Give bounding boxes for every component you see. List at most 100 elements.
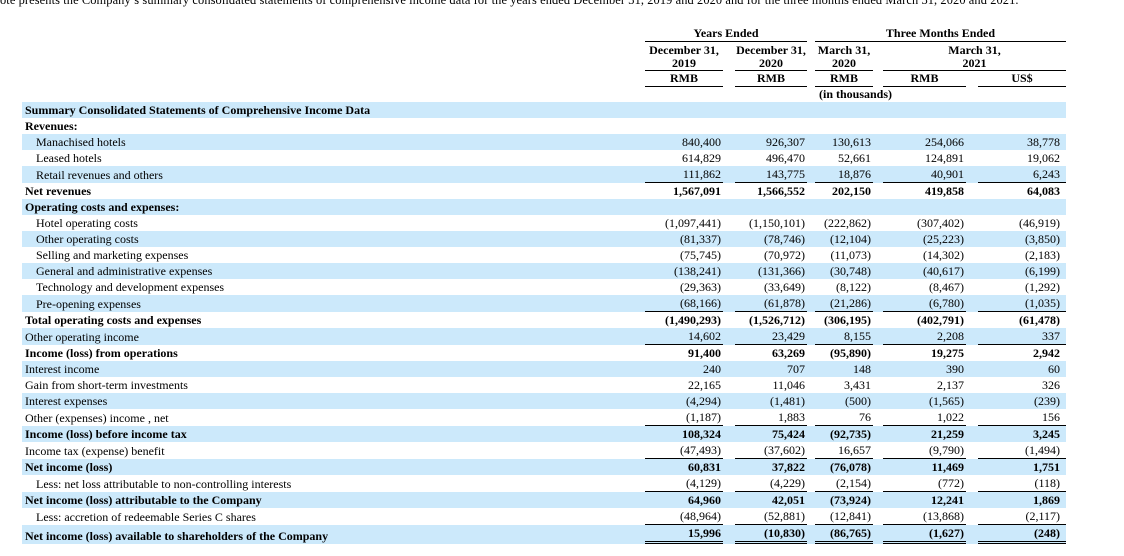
- cell-value: (239): [1034, 394, 1060, 408]
- table-row: Income (loss) before income tax 108,324 75…: [22, 426, 1066, 442]
- column-gutter: [873, 409, 883, 426]
- cell-value: (1,494): [978, 442, 1066, 459]
- date-line2: 2020: [759, 56, 783, 70]
- column-gutter: [966, 215, 978, 231]
- row-label: Leased hotels: [36, 151, 102, 165]
- cell-value: [645, 199, 723, 215]
- column-gutter: [723, 118, 735, 134]
- column-gutter: [966, 492, 978, 508]
- table-row: Operating costs and expenses:: [22, 199, 1066, 215]
- column-gutter: [873, 442, 883, 459]
- column-gutter: [873, 118, 883, 134]
- cell-value: (47,493): [645, 442, 723, 459]
- cell-value: 63,269: [772, 346, 805, 360]
- column-gutter: [723, 377, 735, 393]
- cell-value: (1,097,441): [665, 216, 721, 230]
- column-gutter: [723, 150, 735, 166]
- column-gutter: [807, 263, 815, 279]
- cell-value: 11,046: [772, 378, 805, 392]
- cell-value: (1,565): [929, 394, 964, 408]
- table-row: Less: accretion of redeemable Series C s…: [22, 508, 1066, 525]
- column-gutter: [807, 215, 815, 231]
- row-label: Other operating costs: [36, 232, 139, 246]
- cell-value: (29,363): [680, 280, 721, 294]
- column-gutter: [966, 71, 978, 87]
- table-row: Interest expenses (4,294) (1,481) (500) (1,5…: [22, 393, 1066, 409]
- table-row: Less: net loss attributable to non-contr…: [22, 475, 1066, 492]
- column-gutter: [966, 328, 978, 345]
- cell-value: (1,035): [978, 295, 1066, 312]
- header-note-row: (in thousands): [22, 87, 1066, 102]
- cell-value: (6,199): [1025, 264, 1060, 278]
- table-header: Years Ended Three Months Ended December …: [22, 24, 1066, 102]
- row-label: Other (expenses) income , net: [25, 411, 169, 425]
- cell-value: 3,245: [1033, 427, 1060, 441]
- column-gutter: [807, 24, 815, 42]
- column-gutter: [807, 492, 815, 508]
- cell-value: 60,831: [688, 460, 721, 474]
- cell-value: (48,964): [645, 508, 723, 525]
- cell-value: [735, 102, 807, 118]
- cell-value: (4,229): [735, 475, 807, 492]
- cell-value: (306,195): [824, 313, 871, 327]
- table-row: Pre-opening expenses (68,166) (61,878) (21,…: [22, 295, 1066, 312]
- header-empty-cell: [22, 42, 645, 71]
- cell-value: (73,924): [830, 493, 871, 507]
- table-row: Leased hotels 614,829 496,470 52,661 124,891…: [22, 150, 1066, 166]
- cell-value: 42,051: [772, 493, 805, 507]
- column-gutter: [966, 247, 978, 263]
- cell-value: 76: [815, 409, 873, 426]
- clipped-intro-line: ote presents the Company’s summary conso…: [0, 0, 1124, 7]
- column-gutter: [873, 263, 883, 279]
- column-gutter: [723, 393, 735, 409]
- table-row: Net income (loss) 60,831 37,822 (76,078) 11,…: [22, 459, 1066, 475]
- cell-value: 390: [946, 362, 964, 376]
- cell-value: 148: [853, 362, 871, 376]
- table-row: Net income (loss) attributable to the Co…: [22, 492, 1066, 508]
- cell-value: (1,490,293): [665, 313, 721, 327]
- column-gutter: [873, 134, 883, 150]
- column-gutter: [723, 247, 735, 263]
- column-gutter: [873, 166, 883, 183]
- row-label: Hotel operating costs: [36, 216, 138, 230]
- table-row: Interest income 240 707 148 390 60: [22, 361, 1066, 377]
- cell-value: 22,165: [688, 378, 721, 392]
- date-line2: 2019: [672, 56, 696, 70]
- cell-value: (1,526,712): [749, 313, 805, 327]
- cell-value: 707: [787, 362, 805, 376]
- row-label: Pre-opening expenses: [36, 297, 141, 311]
- row-label: Interest income: [25, 362, 100, 376]
- column-gutter: [807, 312, 815, 328]
- cell-value: (8,122): [836, 280, 871, 294]
- column-gutter: [873, 508, 883, 525]
- cell-value: 23,429: [735, 328, 807, 345]
- unit-usd: US$: [978, 71, 1066, 87]
- cell-value: (68,166): [645, 295, 723, 312]
- table-row: Other operating costs (81,337) (78,746) (12…: [22, 231, 1066, 247]
- cell-value: (95,890): [830, 346, 871, 360]
- cell-value: 3,431: [844, 378, 871, 392]
- cell-value: (307,402): [917, 216, 964, 230]
- table-row: Manachised hotels 840,400 926,307 130,613 25…: [22, 134, 1066, 150]
- column-gutter: [807, 71, 815, 87]
- cell-value: (70,972): [764, 248, 805, 262]
- column-gutter: [807, 393, 815, 409]
- column-gutter: [966, 475, 978, 492]
- column-gutter: [966, 183, 978, 199]
- cell-value: (12,841): [815, 508, 873, 525]
- column-gutter: [966, 279, 978, 295]
- cell-value: 38,778: [1027, 135, 1060, 149]
- column-gutter: [966, 393, 978, 409]
- cell-value: 1,751: [1033, 460, 1060, 474]
- column-gutter: [873, 377, 883, 393]
- cell-value: [978, 118, 1066, 134]
- column-gutter: [873, 361, 883, 377]
- column-gutter: [966, 102, 978, 118]
- cell-value: 111,862: [645, 166, 723, 183]
- column-gutter: [873, 426, 883, 442]
- cell-value: (21,286): [815, 295, 873, 312]
- unit-rmb-3: RMB: [815, 71, 873, 87]
- cell-value: 16,657: [815, 442, 873, 459]
- row-label: Operating costs and expenses:: [25, 200, 180, 214]
- column-gutter: [966, 263, 978, 279]
